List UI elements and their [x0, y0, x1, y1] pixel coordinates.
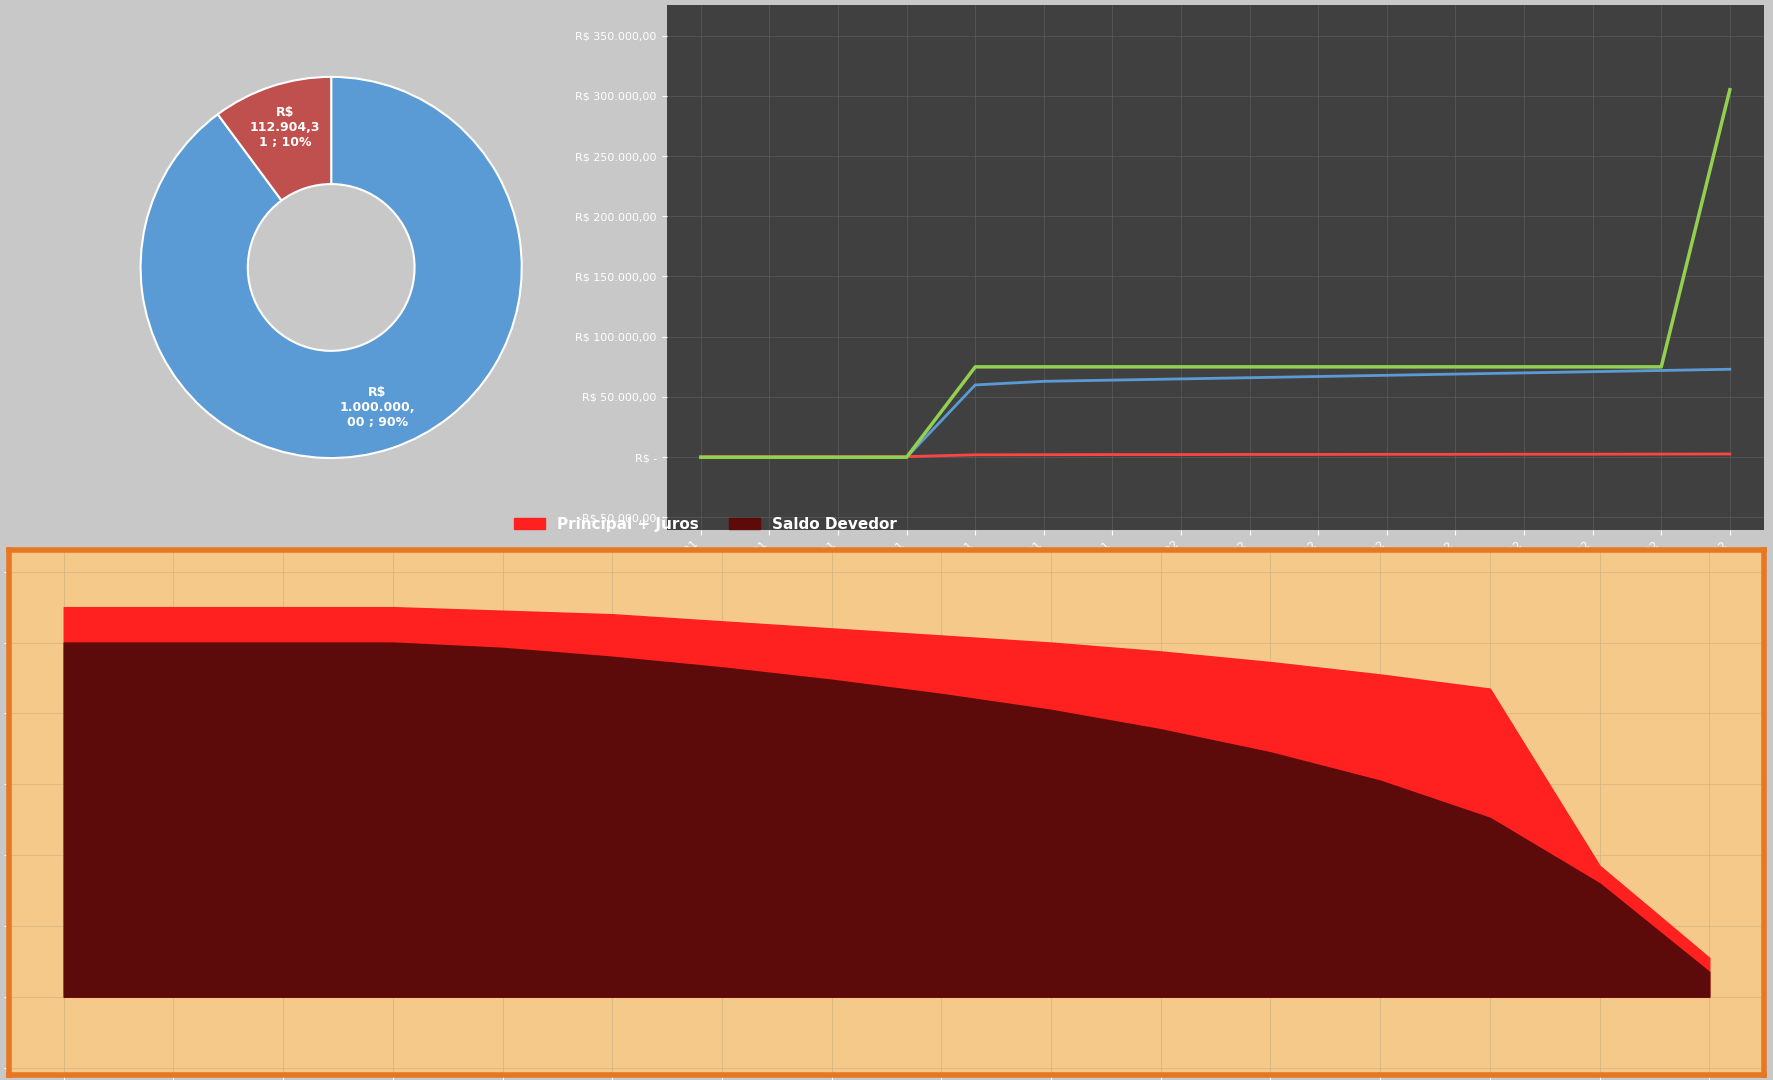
Legend: Principal + Juros, Saldo Devedor: Principal + Juros, Saldo Devedor: [509, 511, 902, 538]
Text: R$
1.000.000,
00 ; 90%: R$ 1.000.000, 00 ; 90%: [340, 387, 415, 429]
Wedge shape: [218, 77, 332, 201]
Legend: Principal, Juros, Parcela: Principal, Juros, Parcela: [1067, 658, 1363, 680]
Text: R$
112.904,3
1 ; 10%: R$ 112.904,3 1 ; 10%: [250, 106, 321, 149]
Wedge shape: [140, 77, 521, 458]
